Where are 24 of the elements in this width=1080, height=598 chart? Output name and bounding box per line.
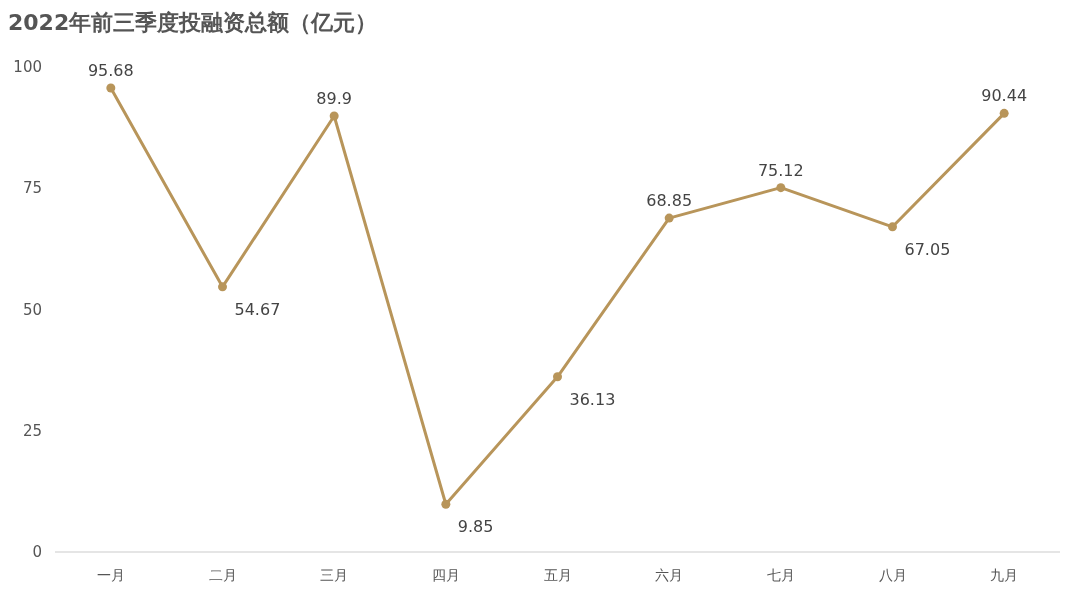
data-label: 68.85 — [646, 191, 693, 211]
data-label: 54.67 — [234, 299, 281, 319]
xtick: 九月 — [990, 567, 1019, 583]
ytick: 25 — [22, 421, 42, 440]
xtick: 一月 — [96, 567, 125, 583]
data-label: 75.12 — [757, 160, 804, 180]
xtick: 六月 — [655, 567, 684, 583]
data-label: 36.13 — [569, 389, 616, 409]
xtick: 八月 — [878, 567, 907, 583]
data-label: 89.9 — [316, 89, 352, 108]
xtick: 二月 — [208, 567, 237, 583]
ytick: 50 — [22, 300, 42, 319]
xtick: 三月 — [320, 567, 349, 583]
data-label: 9.85 — [457, 517, 494, 537]
xtick: 五月 — [543, 567, 572, 583]
xtick: 七月 — [766, 567, 795, 583]
ytick: 100 — [13, 58, 42, 76]
data-label: 67.05 — [904, 239, 951, 259]
data-label: 90.44 — [981, 86, 1028, 106]
ytick: 0 — [32, 543, 42, 561]
xtick: 四月 — [431, 567, 460, 583]
title: 2022年前三季度投融资总额（亿元） — [8, 10, 378, 35]
data-label: 95.68 — [87, 60, 134, 80]
ytick: 75 — [22, 179, 42, 198]
